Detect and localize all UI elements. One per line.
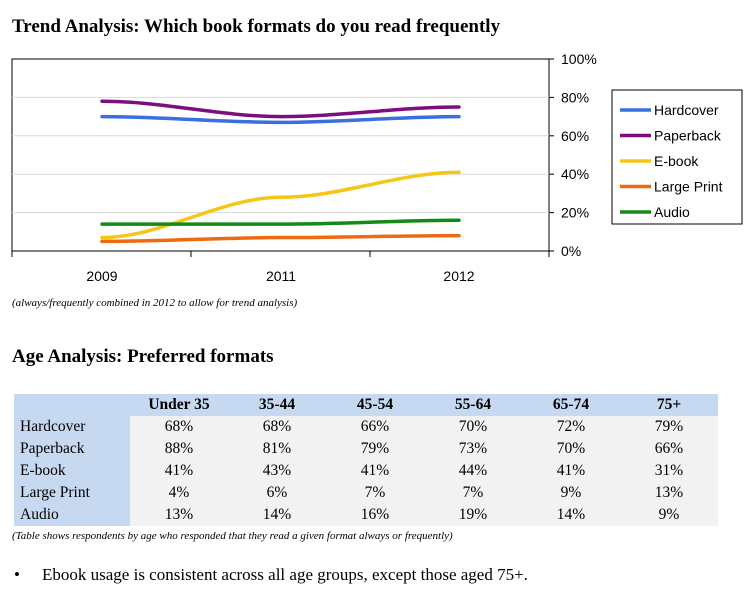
legend-label: E-book: [654, 153, 699, 169]
table-header-row: Under 35 35-44 45-54 55-64 65-74 75+: [14, 394, 718, 416]
row-label: Paperback: [14, 438, 130, 460]
legend-label: Hardcover: [654, 102, 719, 118]
table-cell: 7%: [424, 482, 522, 504]
table-row: Audio 13% 14% 16% 19% 14% 9%: [14, 504, 718, 526]
table-cell: 43%: [228, 460, 326, 482]
table-cell: 4%: [130, 482, 228, 504]
table-cell: 72%: [522, 416, 620, 438]
bullet-text: Ebook usage is consistent across all age…: [42, 565, 528, 584]
column-header: Under 35: [130, 394, 228, 416]
age-title: Age Analysis: Preferred formats: [12, 346, 274, 367]
table-row: Paperback 88% 81% 79% 73% 70% 66%: [14, 438, 718, 460]
y-tick-label: 100%: [561, 51, 597, 67]
series-line-large-print: [100, 233, 461, 244]
column-header: 65-74: [522, 394, 620, 416]
age-table: Under 35 35-44 45-54 55-64 65-74 75+ Hardcove…: [14, 394, 718, 526]
row-label: Audio: [14, 504, 130, 526]
table-cell: 70%: [522, 438, 620, 460]
y-tick-label: 80%: [561, 89, 589, 105]
table-corner-cell: [14, 394, 130, 416]
trend-line-chart: 0% 20% 40% 60% 80% 100% 2009 2011 2012 Hardcover P…: [11, 51, 743, 284]
table-cell: 14%: [522, 504, 620, 526]
table-cell: 13%: [620, 482, 718, 504]
table-cell: 14%: [228, 504, 326, 526]
series-line-hardcover: [100, 114, 461, 125]
column-header: 75+: [620, 394, 718, 416]
table-cell: 9%: [620, 504, 718, 526]
table-cell: 66%: [326, 416, 424, 438]
table-footnote: (Table shows respondents by age who resp…: [12, 530, 453, 542]
legend-label: Paperback: [654, 128, 722, 144]
bullet-icon: •: [14, 565, 20, 584]
column-header: 45-54: [326, 394, 424, 416]
table-cell: 16%: [326, 504, 424, 526]
table-cell: 88%: [130, 438, 228, 460]
x-tick-label: 2009: [86, 268, 117, 284]
table-cell: 9%: [522, 482, 620, 504]
chart-footnote: (always/frequently combined in 2012 to a…: [12, 297, 298, 309]
table-cell: 31%: [620, 460, 718, 482]
bullet-point: • Ebook usage is consistent across all ag…: [14, 565, 528, 585]
table-cell: 41%: [522, 460, 620, 482]
table-cell: 6%: [228, 482, 326, 504]
trend-title: Trend Analysis: Which book formats do yo…: [12, 16, 501, 37]
table-cell: 7%: [326, 482, 424, 504]
x-tick-label: 2012: [443, 268, 474, 284]
legend-label: Large Print: [654, 179, 723, 195]
series-line-e-book: [100, 170, 461, 240]
table-cell: 19%: [424, 504, 522, 526]
y-tick-label: 20%: [561, 205, 589, 221]
table-cell: 68%: [130, 416, 228, 438]
table-cell: 41%: [130, 460, 228, 482]
table-cell: 73%: [424, 438, 522, 460]
table-cell: 81%: [228, 438, 326, 460]
table-cell: 79%: [620, 416, 718, 438]
series-line-paperback: [100, 99, 461, 119]
table-cell: 79%: [326, 438, 424, 460]
column-header: 55-64: [424, 394, 522, 416]
y-tick-label: 60%: [561, 128, 589, 144]
row-label: Hardcover: [14, 416, 130, 438]
plot-frame: [11, 58, 550, 252]
table-cell: 13%: [130, 504, 228, 526]
legend-box: [611, 89, 743, 225]
row-label: E-book: [14, 460, 130, 482]
table-cell: 66%: [620, 438, 718, 460]
x-tick-label: 2011: [266, 268, 296, 284]
column-header: 35-44: [228, 394, 326, 416]
table-cell: 44%: [424, 460, 522, 482]
series-line-audio: [100, 218, 461, 226]
row-label: Large Print: [14, 482, 130, 504]
table-row: Large Print 4% 6% 7% 7% 9% 13%: [14, 482, 718, 504]
table-cell: 41%: [326, 460, 424, 482]
legend-label: Audio: [654, 204, 690, 220]
table-body: Hardcover 68% 68% 66% 70% 72% 79% Paperback 88% 8…: [14, 416, 718, 526]
table-row: Hardcover 68% 68% 66% 70% 72% 79%: [14, 416, 718, 438]
table-row: E-book 41% 43% 41% 44% 41% 31%: [14, 460, 718, 482]
table-cell: 70%: [424, 416, 522, 438]
y-tick-label: 40%: [561, 166, 589, 182]
y-tick-label: 0%: [561, 243, 581, 259]
table-cell: 68%: [228, 416, 326, 438]
